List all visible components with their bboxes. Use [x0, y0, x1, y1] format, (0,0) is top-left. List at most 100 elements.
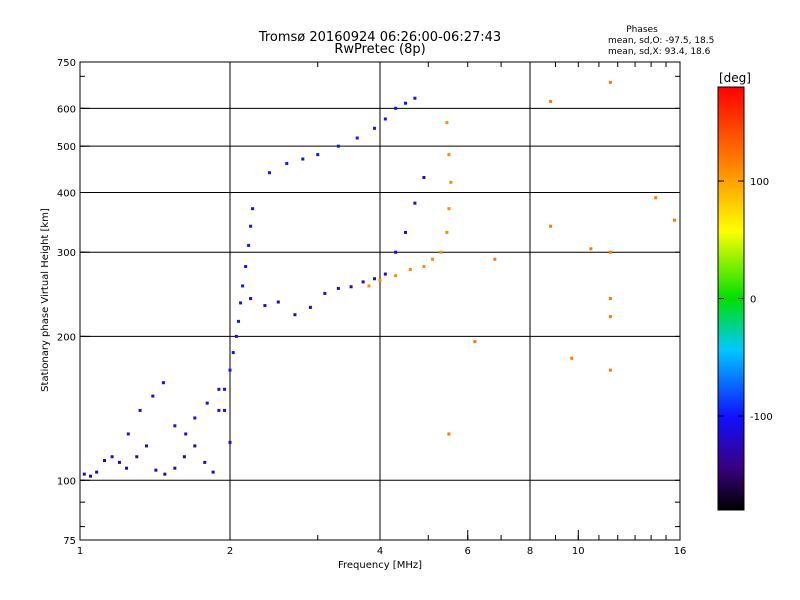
data-point	[589, 247, 593, 251]
data-point	[373, 277, 377, 281]
y-tick-label: 100	[57, 476, 76, 487]
data-point	[608, 368, 612, 372]
data-point	[267, 171, 271, 175]
data-point	[211, 470, 215, 474]
colorbar-tick-label: 100	[750, 177, 769, 188]
data-point	[217, 387, 221, 391]
data-point	[126, 432, 130, 436]
data-point	[673, 218, 677, 222]
data-point	[263, 304, 267, 308]
data-point	[449, 180, 453, 184]
data-point	[236, 319, 240, 323]
data-point	[301, 157, 305, 161]
data-point	[110, 455, 114, 459]
data-point	[173, 466, 177, 470]
data-point	[349, 285, 353, 289]
data-point	[103, 458, 107, 462]
data-point	[217, 408, 221, 412]
data-point	[608, 297, 612, 301]
y-tick-label: 200	[57, 332, 76, 343]
data-point	[135, 455, 139, 459]
x-axis-label: Frequency [MHz]	[338, 560, 422, 571]
y-tick-label: 750	[57, 58, 76, 69]
data-point	[163, 472, 167, 476]
data-point	[205, 401, 209, 405]
data-point	[203, 460, 207, 464]
data-point	[422, 265, 426, 269]
data-point	[231, 351, 235, 355]
data-point	[89, 474, 93, 478]
data-point	[394, 106, 398, 110]
data-point	[293, 313, 297, 317]
y-tick-label: 75	[63, 536, 76, 547]
data-point	[82, 472, 86, 476]
y-tick-label: 600	[57, 104, 76, 115]
data-point	[422, 175, 426, 179]
data-point	[378, 278, 382, 282]
data-point	[608, 250, 612, 254]
data-point	[439, 250, 443, 254]
data-point	[361, 280, 365, 284]
data-point	[125, 466, 129, 470]
colorbar: [deg] 100 0 -100	[717, 71, 773, 511]
colorbar-tick-label: 0	[750, 295, 756, 306]
plot-area: 1 2 4 6 8 10 16 75 100 200 300 400 500 600 750	[57, 58, 686, 557]
data-point	[570, 356, 574, 360]
data-point	[445, 230, 449, 234]
data-point	[228, 368, 232, 372]
data-point	[373, 126, 377, 130]
data-point	[151, 394, 155, 398]
data-point	[308, 305, 312, 309]
axis-ticks: 1 2 4 6 8 10 16 75 100 200 300 400 500 600 750	[57, 58, 686, 557]
data-point	[241, 284, 245, 288]
data-points	[82, 80, 677, 478]
data-point	[247, 243, 251, 247]
data-point	[447, 207, 451, 211]
data-point	[336, 286, 340, 290]
data-point	[383, 272, 387, 276]
data-point	[608, 315, 612, 319]
grid-lines	[80, 62, 680, 540]
x-tick-label: 4	[377, 546, 383, 557]
data-point	[413, 201, 417, 205]
data-point	[447, 432, 451, 436]
data-point	[608, 80, 612, 84]
data-point	[383, 117, 387, 121]
phase-stats-heading: Phases	[626, 25, 658, 35]
y-tick-label: 500	[57, 142, 76, 153]
data-point	[323, 291, 327, 295]
data-point	[182, 455, 186, 459]
x-tick-label: 2	[227, 546, 233, 557]
data-point	[336, 144, 340, 148]
data-point	[184, 432, 188, 436]
data-point	[403, 101, 407, 105]
data-point	[276, 300, 280, 304]
data-point	[138, 408, 142, 412]
data-point	[394, 250, 398, 254]
data-point	[394, 274, 398, 278]
data-point	[316, 153, 320, 157]
data-point	[403, 230, 407, 234]
chart-title: Tromsø 20160924 06:26:00-06:27:43	[258, 30, 501, 45]
data-point	[117, 460, 121, 464]
x-tick-label: 8	[527, 546, 533, 557]
data-point	[367, 284, 371, 288]
data-point	[239, 301, 243, 305]
data-point	[408, 268, 412, 272]
data-point	[154, 468, 158, 472]
data-point	[223, 408, 227, 412]
colorbar-label: [deg]	[719, 71, 751, 85]
colorbar-tick-label: -100	[750, 412, 773, 423]
data-point	[654, 196, 658, 200]
data-point	[228, 440, 232, 444]
phase-stats-o: mean, sd,O: -97.5, 18.5	[608, 36, 714, 46]
y-axis-label: Stationary phase Virtual Height [km]	[40, 208, 51, 392]
data-point	[234, 334, 238, 338]
chart-subtitle: RwPretec (8p)	[334, 42, 425, 57]
data-point	[549, 224, 553, 228]
data-point	[193, 444, 197, 448]
x-tick-label: 6	[465, 546, 471, 557]
colorbar-ticks: 100 0 -100	[718, 177, 773, 423]
data-point	[95, 470, 99, 474]
